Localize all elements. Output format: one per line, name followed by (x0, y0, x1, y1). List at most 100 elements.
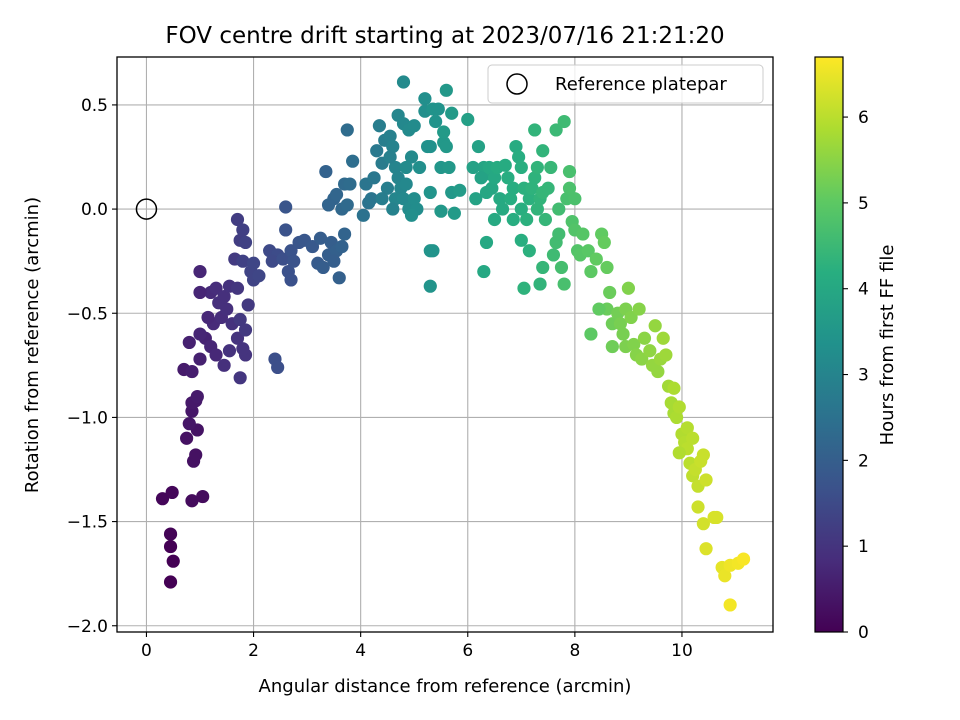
data-point (241, 298, 255, 312)
data-point (530, 202, 544, 216)
data-point (439, 83, 453, 97)
data-point (517, 281, 531, 295)
data-point (723, 598, 737, 612)
y-tick-label: −1.5 (67, 513, 108, 533)
data-point (672, 400, 686, 414)
data-point (193, 352, 207, 366)
data-point (230, 331, 245, 345)
data-point (453, 183, 467, 197)
legend: Reference platepar (487, 64, 764, 104)
data-point (635, 352, 649, 366)
colorbar-tick-label: 4 (858, 280, 869, 300)
data-point (230, 281, 245, 295)
data-point (423, 139, 437, 154)
data-point (163, 575, 178, 589)
data-point (616, 327, 630, 341)
data-point (651, 364, 665, 379)
data-point (370, 144, 384, 158)
data-point (380, 181, 395, 195)
data-point (431, 102, 445, 116)
data-point (461, 112, 475, 127)
data-point (246, 256, 261, 270)
data-point (236, 342, 250, 356)
data-point (404, 150, 419, 164)
data-point (699, 542, 713, 556)
y-axis-label: Rotation from reference (arcmin) (22, 197, 43, 493)
data-point (736, 552, 751, 566)
data-point (696, 517, 710, 531)
data-point (383, 129, 397, 143)
data-point (495, 202, 510, 216)
data-point (487, 171, 502, 185)
data-point (624, 310, 638, 325)
colorbar-tick-label: 3 (858, 366, 869, 386)
data-point (522, 244, 536, 258)
data-point (319, 164, 333, 179)
data-point (485, 181, 499, 195)
data-point (190, 389, 204, 404)
data-point (343, 177, 357, 191)
data-point (329, 187, 344, 202)
data-point (522, 192, 536, 206)
colorbar (814, 56, 844, 633)
data-point (407, 192, 421, 206)
x-tick-label: 4 (355, 641, 366, 661)
data-point (337, 227, 352, 241)
x-axis-ticks: 0 2 4 6 8 10 (141, 632, 693, 661)
data-point (316, 260, 330, 275)
data-point (528, 123, 542, 137)
x-tick-label: 0 (141, 641, 152, 661)
data-point (238, 235, 253, 250)
data-point (554, 260, 569, 275)
data-point (222, 344, 237, 358)
data-point (233, 312, 247, 327)
data-point (340, 123, 354, 137)
data-point (340, 198, 354, 212)
data-point (445, 106, 459, 120)
data-point (501, 171, 515, 185)
data-point (332, 271, 346, 285)
data-point (621, 281, 636, 295)
y-tick-label: 0.0 (81, 200, 108, 220)
data-point (236, 223, 250, 237)
data-point (217, 358, 231, 372)
data-point (506, 181, 520, 195)
reference-platepar-marker (135, 198, 158, 220)
data-point (447, 206, 461, 220)
data-point (356, 208, 370, 222)
data-point (217, 289, 231, 304)
data-point (600, 260, 614, 275)
data-point (383, 150, 397, 164)
data-point (520, 212, 534, 227)
data-point (196, 489, 210, 504)
data-point (509, 139, 523, 154)
data-point (180, 431, 194, 445)
data-point (525, 181, 539, 195)
x-tick-label: 6 (462, 641, 473, 661)
data-point (557, 114, 571, 129)
legend-label: Reference platepar (555, 74, 727, 95)
data-point (404, 208, 419, 222)
data-point (552, 227, 566, 241)
data-point (386, 202, 400, 216)
data-point (557, 277, 571, 291)
data-point (514, 160, 528, 175)
data-point (549, 123, 563, 137)
data-point (562, 164, 577, 179)
data-point (477, 264, 491, 279)
data-point (530, 160, 544, 175)
data-point (155, 492, 170, 506)
data-point (367, 171, 381, 185)
data-point (696, 448, 710, 462)
data-point (209, 281, 223, 295)
data-point (375, 192, 389, 206)
x-tick-label: 2 (248, 641, 259, 661)
data-point (201, 310, 215, 325)
data-point (182, 417, 196, 431)
data-point (552, 202, 566, 216)
data-point (220, 302, 234, 316)
data-point (528, 171, 542, 185)
data-point (372, 119, 386, 133)
data-point (236, 254, 250, 268)
plot-frame (116, 56, 774, 633)
